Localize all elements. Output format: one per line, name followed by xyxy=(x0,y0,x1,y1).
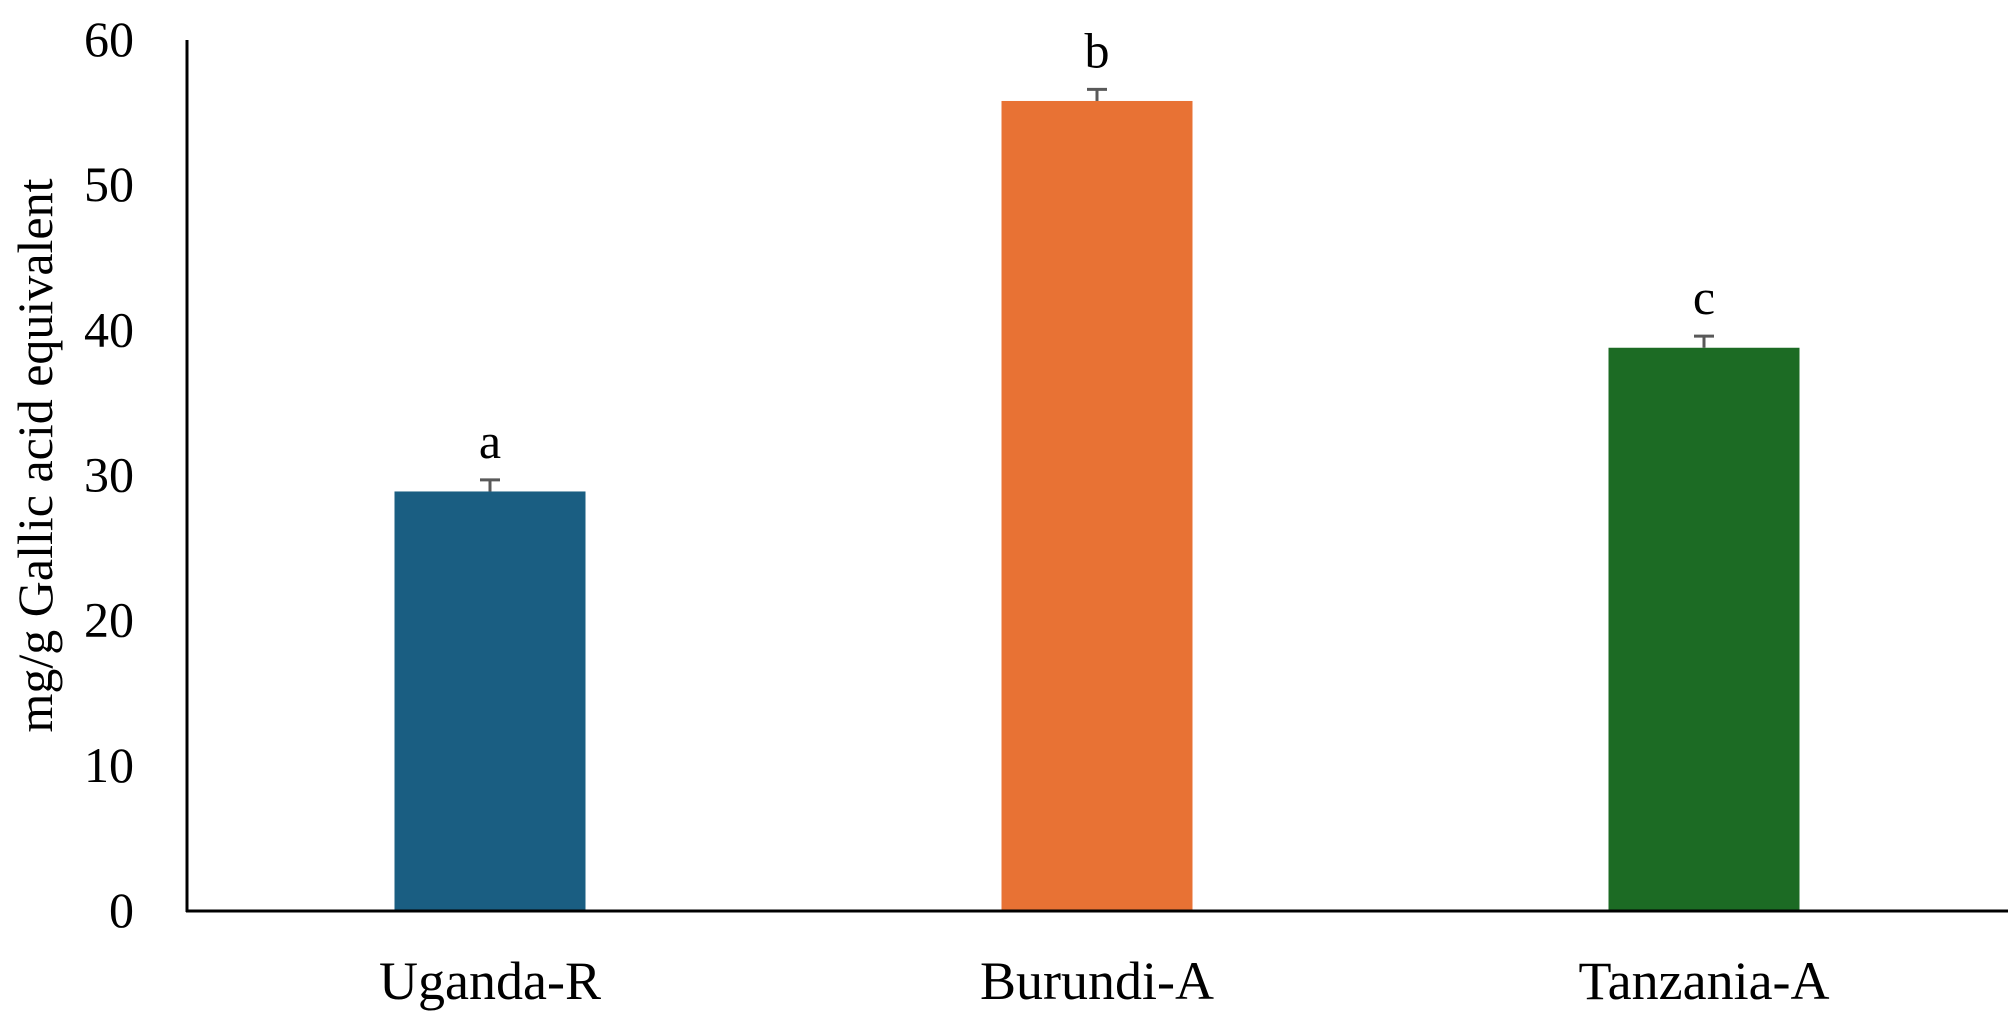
error-bar xyxy=(1087,87,1107,101)
x-axis-categories: Uganda-R Burundi-A Tanzania-A xyxy=(379,951,1830,1011)
y-axis-title: mg/g Gallic acid equivalent xyxy=(7,178,63,732)
y-tick-label: 40 xyxy=(84,301,134,357)
y-tick-label: 10 xyxy=(84,737,134,793)
x-category-label: Burundi-A xyxy=(980,951,1214,1011)
y-tick-label: 20 xyxy=(84,592,134,648)
significance-label: c xyxy=(1693,269,1715,325)
bar-uganda-r xyxy=(394,491,586,911)
x-category-label: Tanzania-A xyxy=(1578,951,1829,1011)
y-axis-ticks: 0 10 20 30 40 50 60 xyxy=(84,11,134,938)
bars xyxy=(394,100,1800,912)
y-tick-label: 0 xyxy=(109,882,134,938)
significance-label: a xyxy=(479,413,501,469)
error-bars xyxy=(480,87,1714,492)
y-tick-label: 60 xyxy=(84,11,134,67)
y-tick-label: 30 xyxy=(84,447,134,503)
y-tick-label: 50 xyxy=(84,156,134,212)
significance-labels: a b c xyxy=(479,22,1715,468)
significance-label: b xyxy=(1085,22,1110,78)
x-category-label: Uganda-R xyxy=(379,951,601,1011)
bar-burundi-a xyxy=(1001,100,1193,912)
y-axis-title-group: mg/g Gallic acid equivalent xyxy=(7,178,63,732)
bar-tanzania-a xyxy=(1608,347,1800,912)
error-bar xyxy=(1694,334,1714,348)
error-bar xyxy=(480,478,500,492)
